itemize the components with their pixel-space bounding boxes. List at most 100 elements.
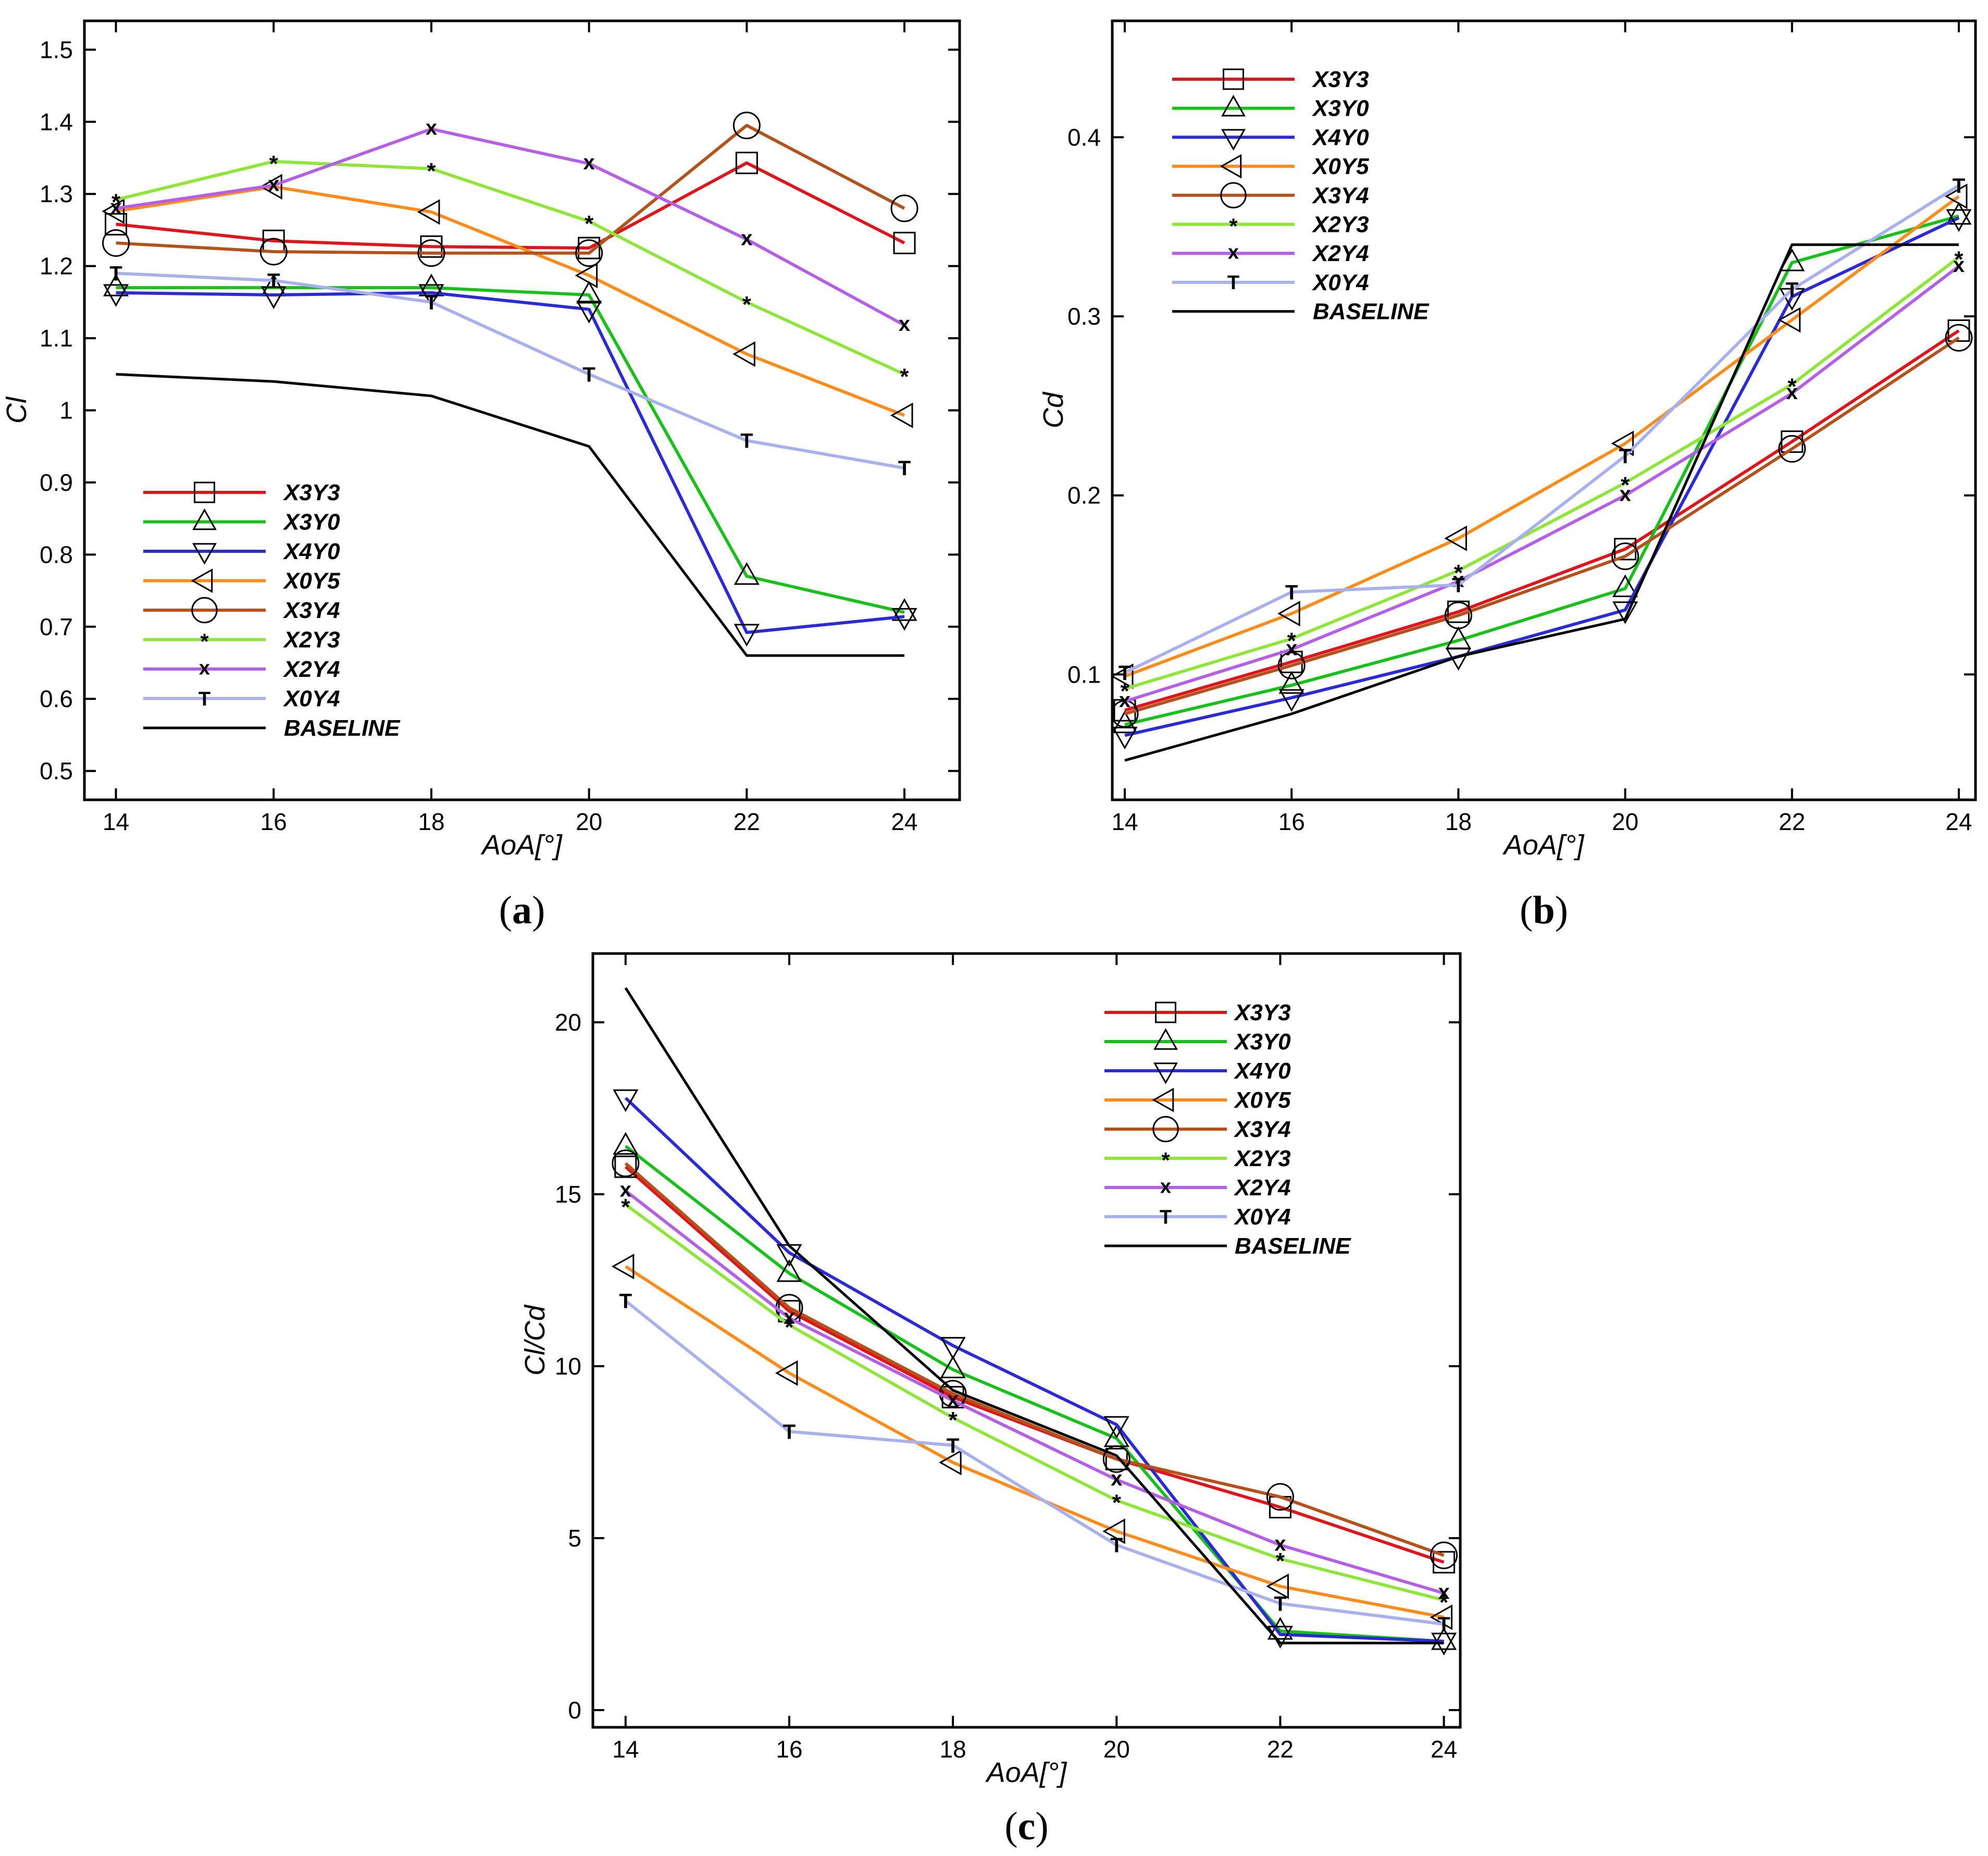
panel-c-point-x2y3: * — [621, 1194, 630, 1220]
panel-a-x-tick-label: 20 — [576, 808, 602, 835]
panel-c-legend-marker-x4y0 — [1153, 1062, 1178, 1084]
panel-a-y-tick-label: 1 — [59, 397, 73, 424]
panel-a-plot-frame — [83, 19, 961, 801]
panel-a-x-tick-label: 18 — [418, 808, 444, 835]
panel-a-y-axis-title: Cl — [1, 396, 32, 424]
panel-b-point-x2y4: x — [1286, 637, 1297, 660]
panel-c-point-x0y4: T — [783, 1420, 796, 1443]
panel-b-point-x0y5 — [1778, 307, 1801, 333]
panel-c-legend-marker-x3y3 — [1155, 1001, 1176, 1023]
panel-a-y-tick-label: 0.7 — [40, 613, 73, 640]
panel-b-point-x2y4: x — [1786, 381, 1798, 404]
panel-b-legend-label-x3y0: X3Y0 — [1311, 96, 1369, 121]
panel-a-y-tick-label: 0.9 — [40, 469, 73, 496]
panel-c-line-x2y3 — [625, 1203, 1445, 1602]
panel-c-point-x0y5 — [939, 1450, 962, 1476]
panel-a-line-x3y3 — [116, 161, 905, 250]
panel-c-legend-marker-x0y5 — [1152, 1087, 1174, 1112]
panel-a-point-x3y4 — [259, 238, 288, 266]
panel-a-point-x0y5 — [102, 198, 125, 225]
panel-a-legend-label-x2y3: X2Y3 — [282, 627, 340, 653]
panel-a-point-x0y5 — [575, 263, 598, 289]
panel-c-point-x2y4: x — [1111, 1467, 1122, 1490]
panel-c-point-x3y4 — [1102, 1445, 1130, 1473]
panel-a-line-baseline — [116, 373, 905, 657]
panel-a-legend-label-x2y4: X2Y4 — [282, 657, 340, 682]
panel-b-legend-label-x0y5: X0Y5 — [1311, 154, 1369, 179]
panel-c-legend-marker-x2y3: * — [1161, 1148, 1170, 1172]
panel-b-legend-marker-x3y0 — [1221, 94, 1246, 117]
panel-c-line-x0y4 — [624, 1300, 1444, 1626]
panel-b-line-x2y3 — [1124, 256, 1960, 690]
panel-a-line-x0y5 — [116, 185, 905, 417]
panel-c-point-x2y3: * — [1112, 1490, 1122, 1515]
panel-a-point-x3y3 — [893, 231, 916, 254]
panel-b-point-x3y0 — [1112, 710, 1138, 734]
panel-c-legend-label-x3y4: X3Y4 — [1233, 1117, 1291, 1142]
panel-b-line-x3y0 — [1124, 214, 1959, 726]
panel-a-point-x3y4 — [732, 112, 761, 140]
panel-b-point-x2y4: x — [1119, 689, 1130, 712]
panel-b-legend-label-x3y3: X3Y3 — [1311, 67, 1369, 92]
panel-b-y-tick-label: 0.1 — [1067, 661, 1101, 688]
panel-a-legend-marker-x0y4: T — [198, 688, 210, 710]
panel-b-x-axis-title: AoA[°] — [1502, 830, 1585, 861]
panel-c-point-x2y4: x — [947, 1388, 959, 1411]
panel-b-line-x3y4 — [1124, 336, 1960, 715]
panel-b-line-x2y4 — [1124, 265, 1960, 703]
panel-b-point-x0y4: T — [1953, 175, 1965, 197]
panel-c-point-x3y4 — [1266, 1483, 1294, 1511]
panel-a-point-x2y3: * — [585, 211, 594, 237]
panel-a-legend-label-x0y4: X0Y4 — [282, 686, 340, 712]
panel-b-plot-frame — [1111, 19, 1977, 801]
panel-a-y-tick-label: 1.3 — [40, 180, 73, 207]
panel-c-point-x4y0 — [1103, 1416, 1129, 1439]
panel-b-legend-marker-x4y0 — [1221, 129, 1246, 151]
panel-b-legend-marker-x2y3: * — [1229, 214, 1238, 239]
panel-a-legend-label-x3y3: X3Y3 — [282, 480, 340, 505]
panel-c-line-x3y0 — [624, 1145, 1444, 1643]
panel-c-point-x0y5 — [611, 1254, 635, 1280]
panel-c-point-x0y5 — [1266, 1573, 1289, 1599]
panel-b-legend-marker-x0y5 — [1220, 154, 1242, 179]
panel-b-point-x3y4 — [1444, 601, 1472, 629]
panel-b-point-x0y5 — [1944, 183, 1968, 209]
panel-c-x-tick-label: 20 — [1103, 1736, 1130, 1763]
panel-b-line-x0y4 — [1124, 184, 1960, 674]
panel-a-point-x0y4: T — [740, 430, 753, 453]
panel-b-legend-label-x0y4: X0Y4 — [1311, 270, 1369, 295]
panel-c-x-tick-label: 14 — [612, 1736, 639, 1763]
panel-b-legend-label-baseline: BASELINE — [1313, 299, 1430, 325]
panel-a-line-x2y3 — [115, 159, 905, 376]
panel-b-legend-label-x4y0: X4Y0 — [1311, 125, 1369, 150]
panel-c-point-x3y0 — [940, 1355, 966, 1379]
panel-b-line-x4y0 — [1124, 216, 1960, 737]
panel-a-point-x2y3: * — [427, 158, 436, 184]
panel-a-point-x3y4 — [890, 194, 918, 222]
panel-b-point-x3y0 — [1278, 671, 1304, 694]
panel-b-point-x4y0 — [1112, 726, 1138, 750]
panel-a-x-tick-label: 14 — [103, 808, 129, 835]
panel-a-y-tick-label: 0.8 — [40, 541, 73, 568]
panel-a-x-tick-label: 24 — [891, 808, 917, 835]
panel-c-point-x2y3: * — [1439, 1590, 1449, 1615]
panel-c-point-x0y4: T — [619, 1290, 632, 1313]
panel-a-point-x3y0 — [576, 280, 602, 304]
panel-b-y-tick-label: 0.4 — [1067, 123, 1101, 151]
panel-a-legend-marker-x3y3 — [194, 481, 215, 503]
panel-b-point-x0y5 — [1611, 430, 1634, 456]
panel-b-chart: 14 16 18 20 22 240.10.20.30.4AoA[°]Cd(b)*****… — [1038, 19, 1977, 932]
panel-c-point-x0y4: T — [1437, 1613, 1450, 1636]
panel-b-point-x0y4: T — [1619, 445, 1631, 468]
panel-c-y-tick-label: 10 — [555, 1353, 581, 1380]
panel-a-point-x2y4: x — [741, 227, 752, 250]
panel-a-point-x0y4: T — [109, 262, 122, 285]
panel-c-legend-label-x0y4: X0Y4 — [1233, 1204, 1291, 1230]
panel-b-legend-marker-x3y3 — [1223, 68, 1244, 90]
panel-b-point-x0y4: T — [1119, 662, 1131, 685]
panel-c-point-x2y4: x — [1274, 1532, 1286, 1555]
panel-c-point-x3y0 — [776, 1259, 802, 1282]
panel-b-line-x3y3 — [1124, 329, 1960, 712]
panel-b-y-tick-label: 0.2 — [1067, 482, 1101, 509]
